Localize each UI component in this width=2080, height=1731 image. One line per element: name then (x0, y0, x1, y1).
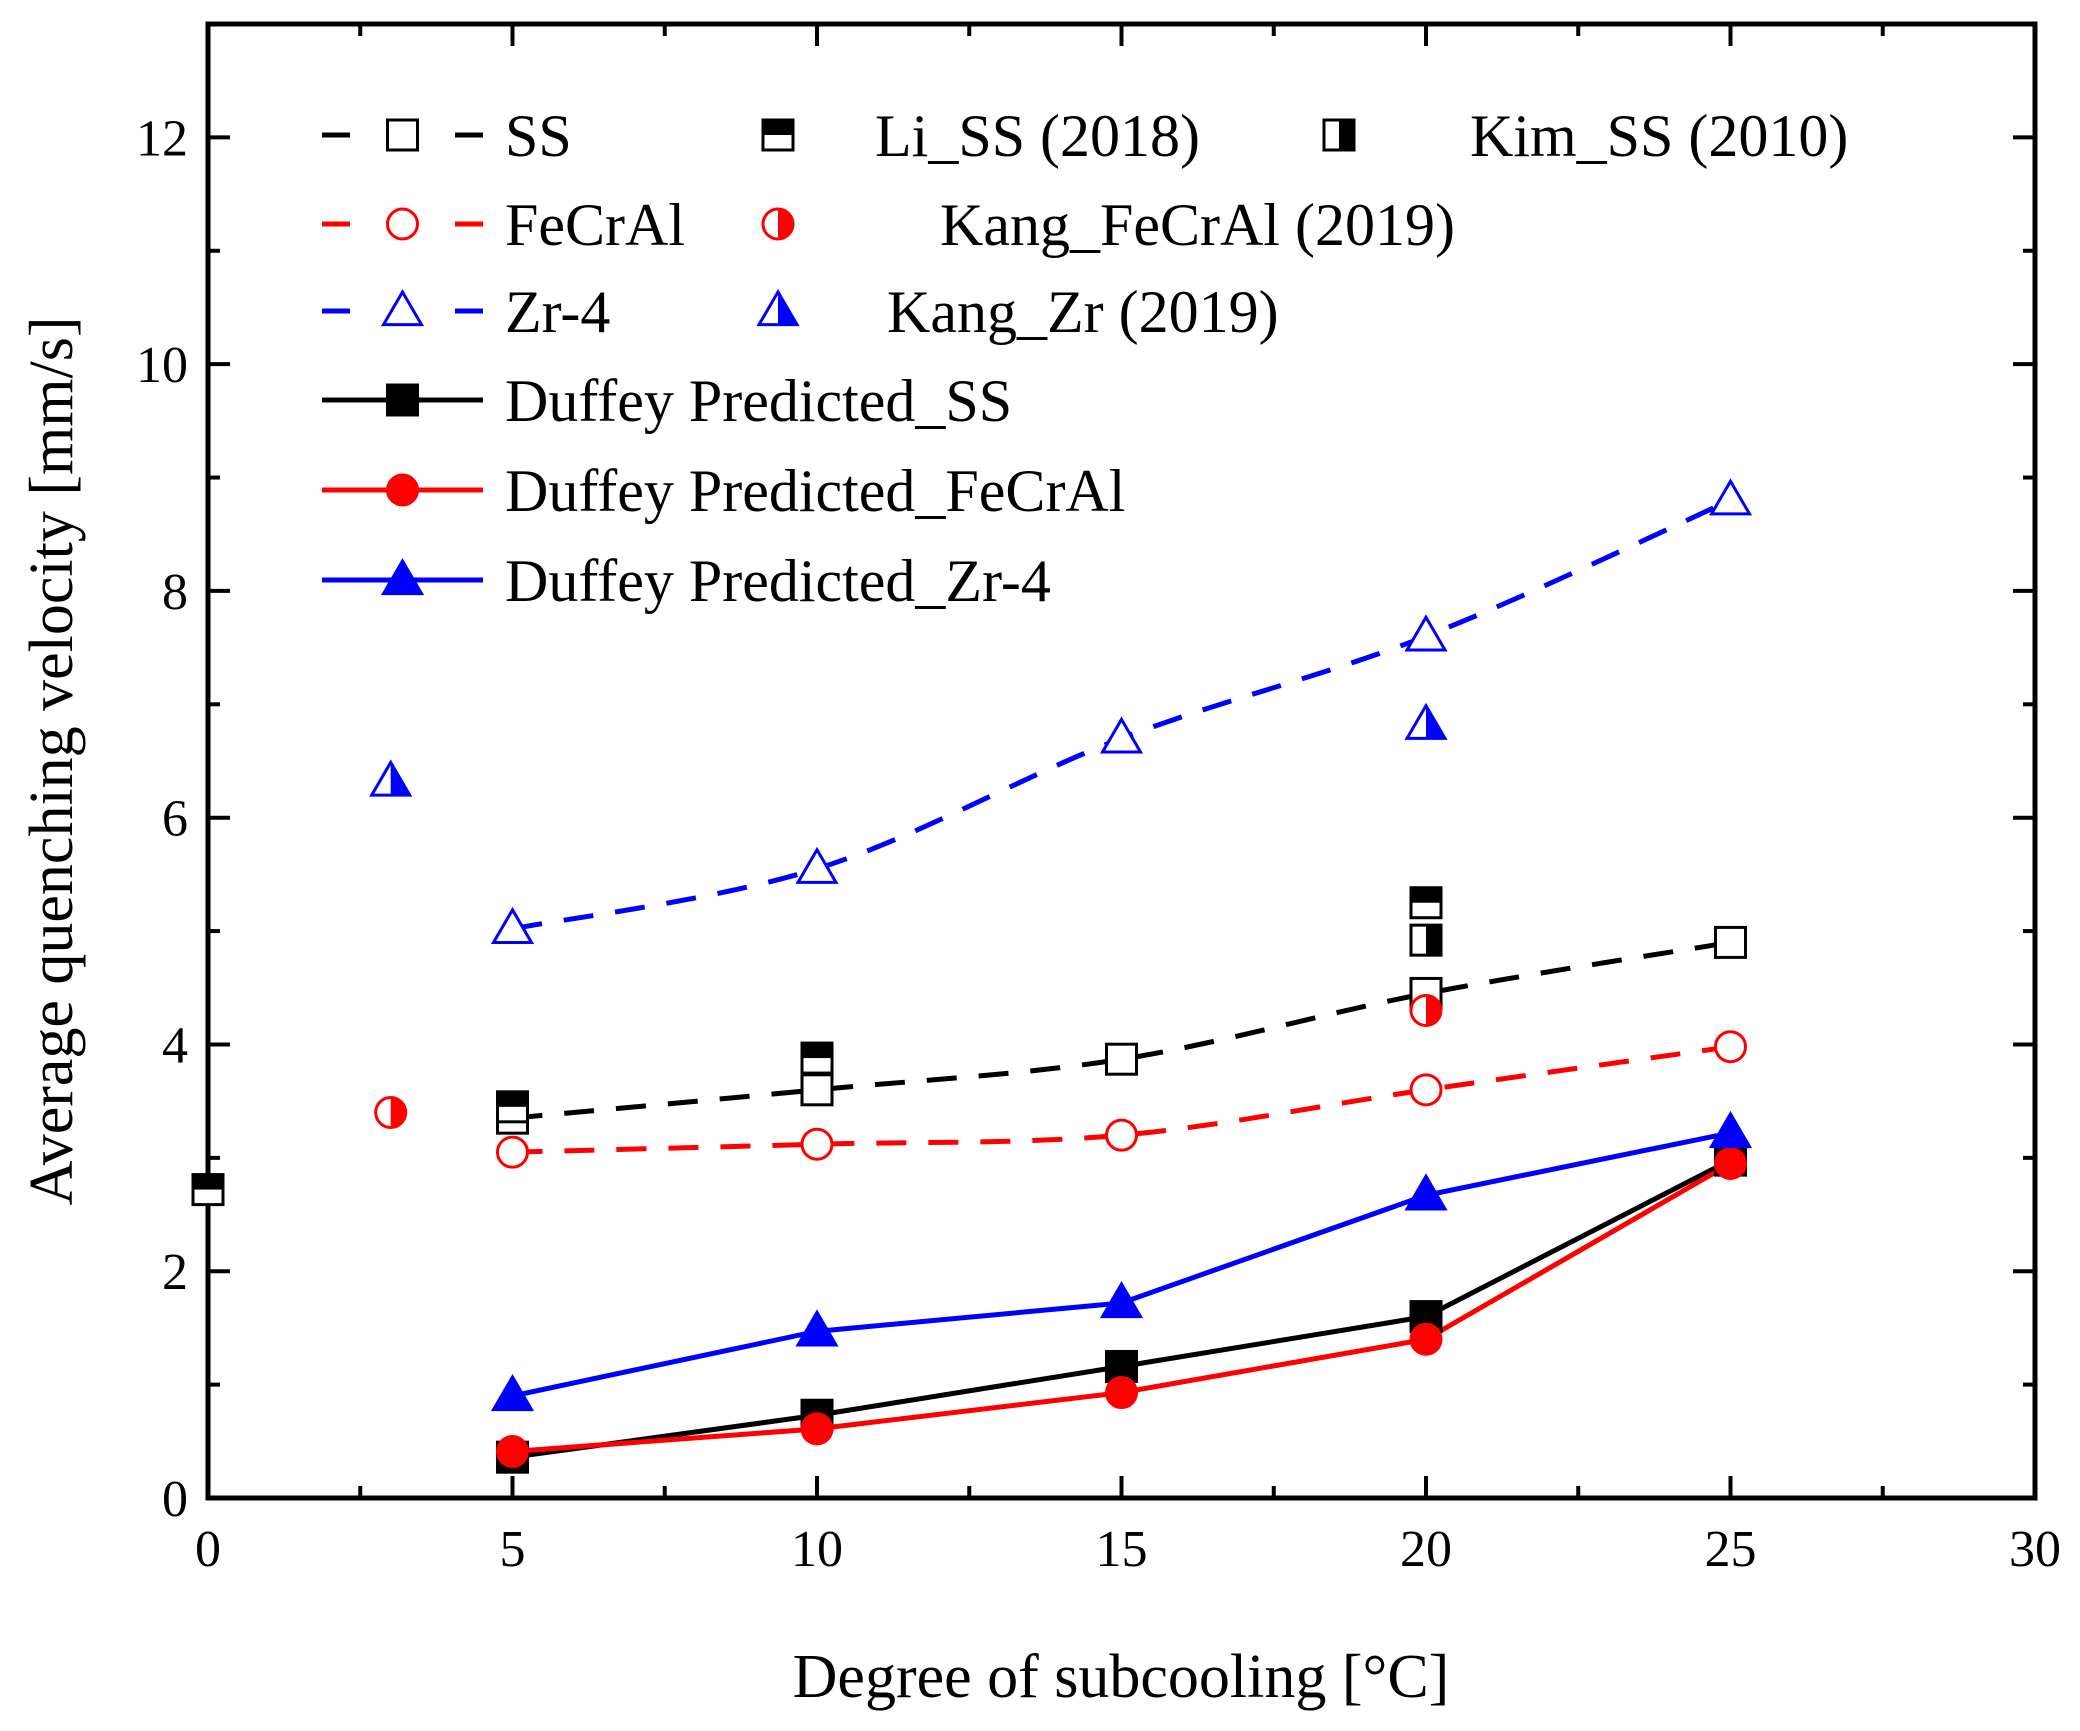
data-point-kang-fecral-2019 (1409, 993, 1443, 1027)
data-point-duffey-predicted-fecral (1714, 1147, 1747, 1181)
x-tick-label: 15 (1096, 1521, 1148, 1578)
legend-marker (761, 207, 795, 241)
y-tick-label: 6 (162, 791, 188, 848)
data-point-li-ss-2018 (800, 1041, 834, 1075)
x-tick-label: 25 (1705, 1521, 1757, 1578)
legend-label: Kang_FeCrAl (2019) (940, 192, 1455, 258)
y-axis-title: Average quenching velocity [mm/s] (18, 317, 86, 1206)
data-point-kang-zr-2019 (369, 759, 413, 797)
legend-item: SS (322, 103, 572, 169)
legend-marker (386, 207, 419, 241)
x-tick-label: 10 (791, 1521, 843, 1578)
axis-ticks (206, 22, 2037, 1500)
legend-label: Kang_Zr (2019) (887, 279, 1279, 345)
legend-marker (380, 289, 425, 327)
data-point-duffey-predicted-zr-4 (795, 1309, 839, 1347)
y-tick-label: 0 (162, 1471, 188, 1528)
data-point-kim-ss-2010 (1409, 923, 1443, 957)
legend-label: Kim_SS (2010) (1470, 103, 1848, 169)
legend-label: Duffey Predicted_SS (505, 368, 1012, 434)
data-point-zr-4 (795, 846, 839, 884)
data-point-li-ss-2018 (1409, 886, 1443, 920)
y-tick-label: 12 (136, 110, 188, 167)
data-point-zr-4 (1099, 716, 1144, 754)
data-point-kang-fecral-2019 (374, 1095, 408, 1129)
legend-marker (761, 118, 795, 152)
data-point-duffey-predicted-fecral (496, 1435, 529, 1469)
x-tick-label: 20 (1400, 1521, 1452, 1578)
axis-tick-labels: 0 5 10 15 20 25 30 0 2 4 6 8 10 12 (136, 110, 2061, 1578)
legend-marker (386, 473, 419, 507)
data-point-fecral (1105, 1118, 1138, 1152)
legend-item: Kang_FeCrAl (2019) (761, 192, 1455, 258)
legend-marker (386, 118, 419, 152)
legend-label: Duffey Predicted_Zr-4 (505, 548, 1051, 614)
data-point-ss (1714, 925, 1747, 959)
legend-label: FeCrAl (505, 192, 685, 258)
data-point-ss (1105, 1042, 1138, 1076)
legend-item: Zr-4 (322, 279, 610, 345)
data-point-fecral (1409, 1073, 1443, 1107)
data-point-kang-zr-2019 (1404, 702, 1448, 740)
legend-marker (386, 383, 419, 417)
legend-item: FeCrAl (322, 192, 685, 258)
legend-item: Duffey Predicted_Zr-4 (322, 548, 1051, 614)
legend-label: Duffey Predicted_FeCrAl (505, 458, 1125, 524)
x-tick-label: 0 (195, 1521, 221, 1578)
data-point-zr-4 (490, 906, 535, 944)
series-markers (191, 478, 1753, 1474)
legend-marker (756, 289, 800, 327)
data-point-duffey-predicted-fecral (1105, 1376, 1138, 1410)
legend-marker (1322, 118, 1356, 152)
x-axis-title: Degree of subcooling [°C] (793, 1643, 1450, 1711)
data-point-duffey-predicted-fecral (1409, 1322, 1443, 1356)
y-tick-label: 10 (136, 337, 188, 394)
x-tick-label: 5 (500, 1521, 526, 1578)
data-point-fecral (496, 1135, 529, 1169)
data-point-li-ss-2018 (496, 1090, 529, 1124)
data-point-duffey-predicted-zr-4 (490, 1373, 535, 1412)
legend-marker (380, 558, 425, 596)
data-point-li-ss-2018 (191, 1173, 225, 1207)
legend-item: Duffey Predicted_SS (322, 368, 1012, 434)
data-point-zr-4 (1404, 614, 1448, 652)
legend-label: Li_SS (2018) (875, 103, 1200, 169)
data-point-duffey-predicted-fecral (800, 1412, 834, 1446)
legend: SS Li_SS (2018) Kim_SS (2010) FeCrAl Kang_Fe… (322, 103, 1848, 614)
legend-item: Kang_Zr (2019) (756, 279, 1279, 345)
x-tick-label: 30 (2009, 1521, 2061, 1578)
data-point-duffey-predicted-zr-4 (1099, 1280, 1144, 1319)
legend-item: Li_SS (2018) (761, 103, 1200, 169)
data-point-zr-4 (1708, 478, 1753, 516)
legend-label: Zr-4 (505, 279, 610, 345)
y-tick-label: 4 (162, 1017, 188, 1074)
series-line-ss (512, 939, 1731, 1121)
legend-item: Kim_SS (2010) (1322, 103, 1848, 169)
data-point-fecral (1714, 1030, 1747, 1064)
data-point-duffey-predicted-zr-4 (1708, 1110, 1753, 1149)
y-tick-label: 2 (162, 1244, 188, 1301)
legend-label: SS (505, 103, 572, 169)
data-point-duffey-predicted-zr-4 (1404, 1173, 1448, 1211)
data-point-fecral (800, 1127, 834, 1161)
y-tick-label: 8 (162, 564, 188, 621)
legend-item: Duffey Predicted_FeCrAl (322, 458, 1125, 524)
data-point-ss (800, 1073, 834, 1107)
